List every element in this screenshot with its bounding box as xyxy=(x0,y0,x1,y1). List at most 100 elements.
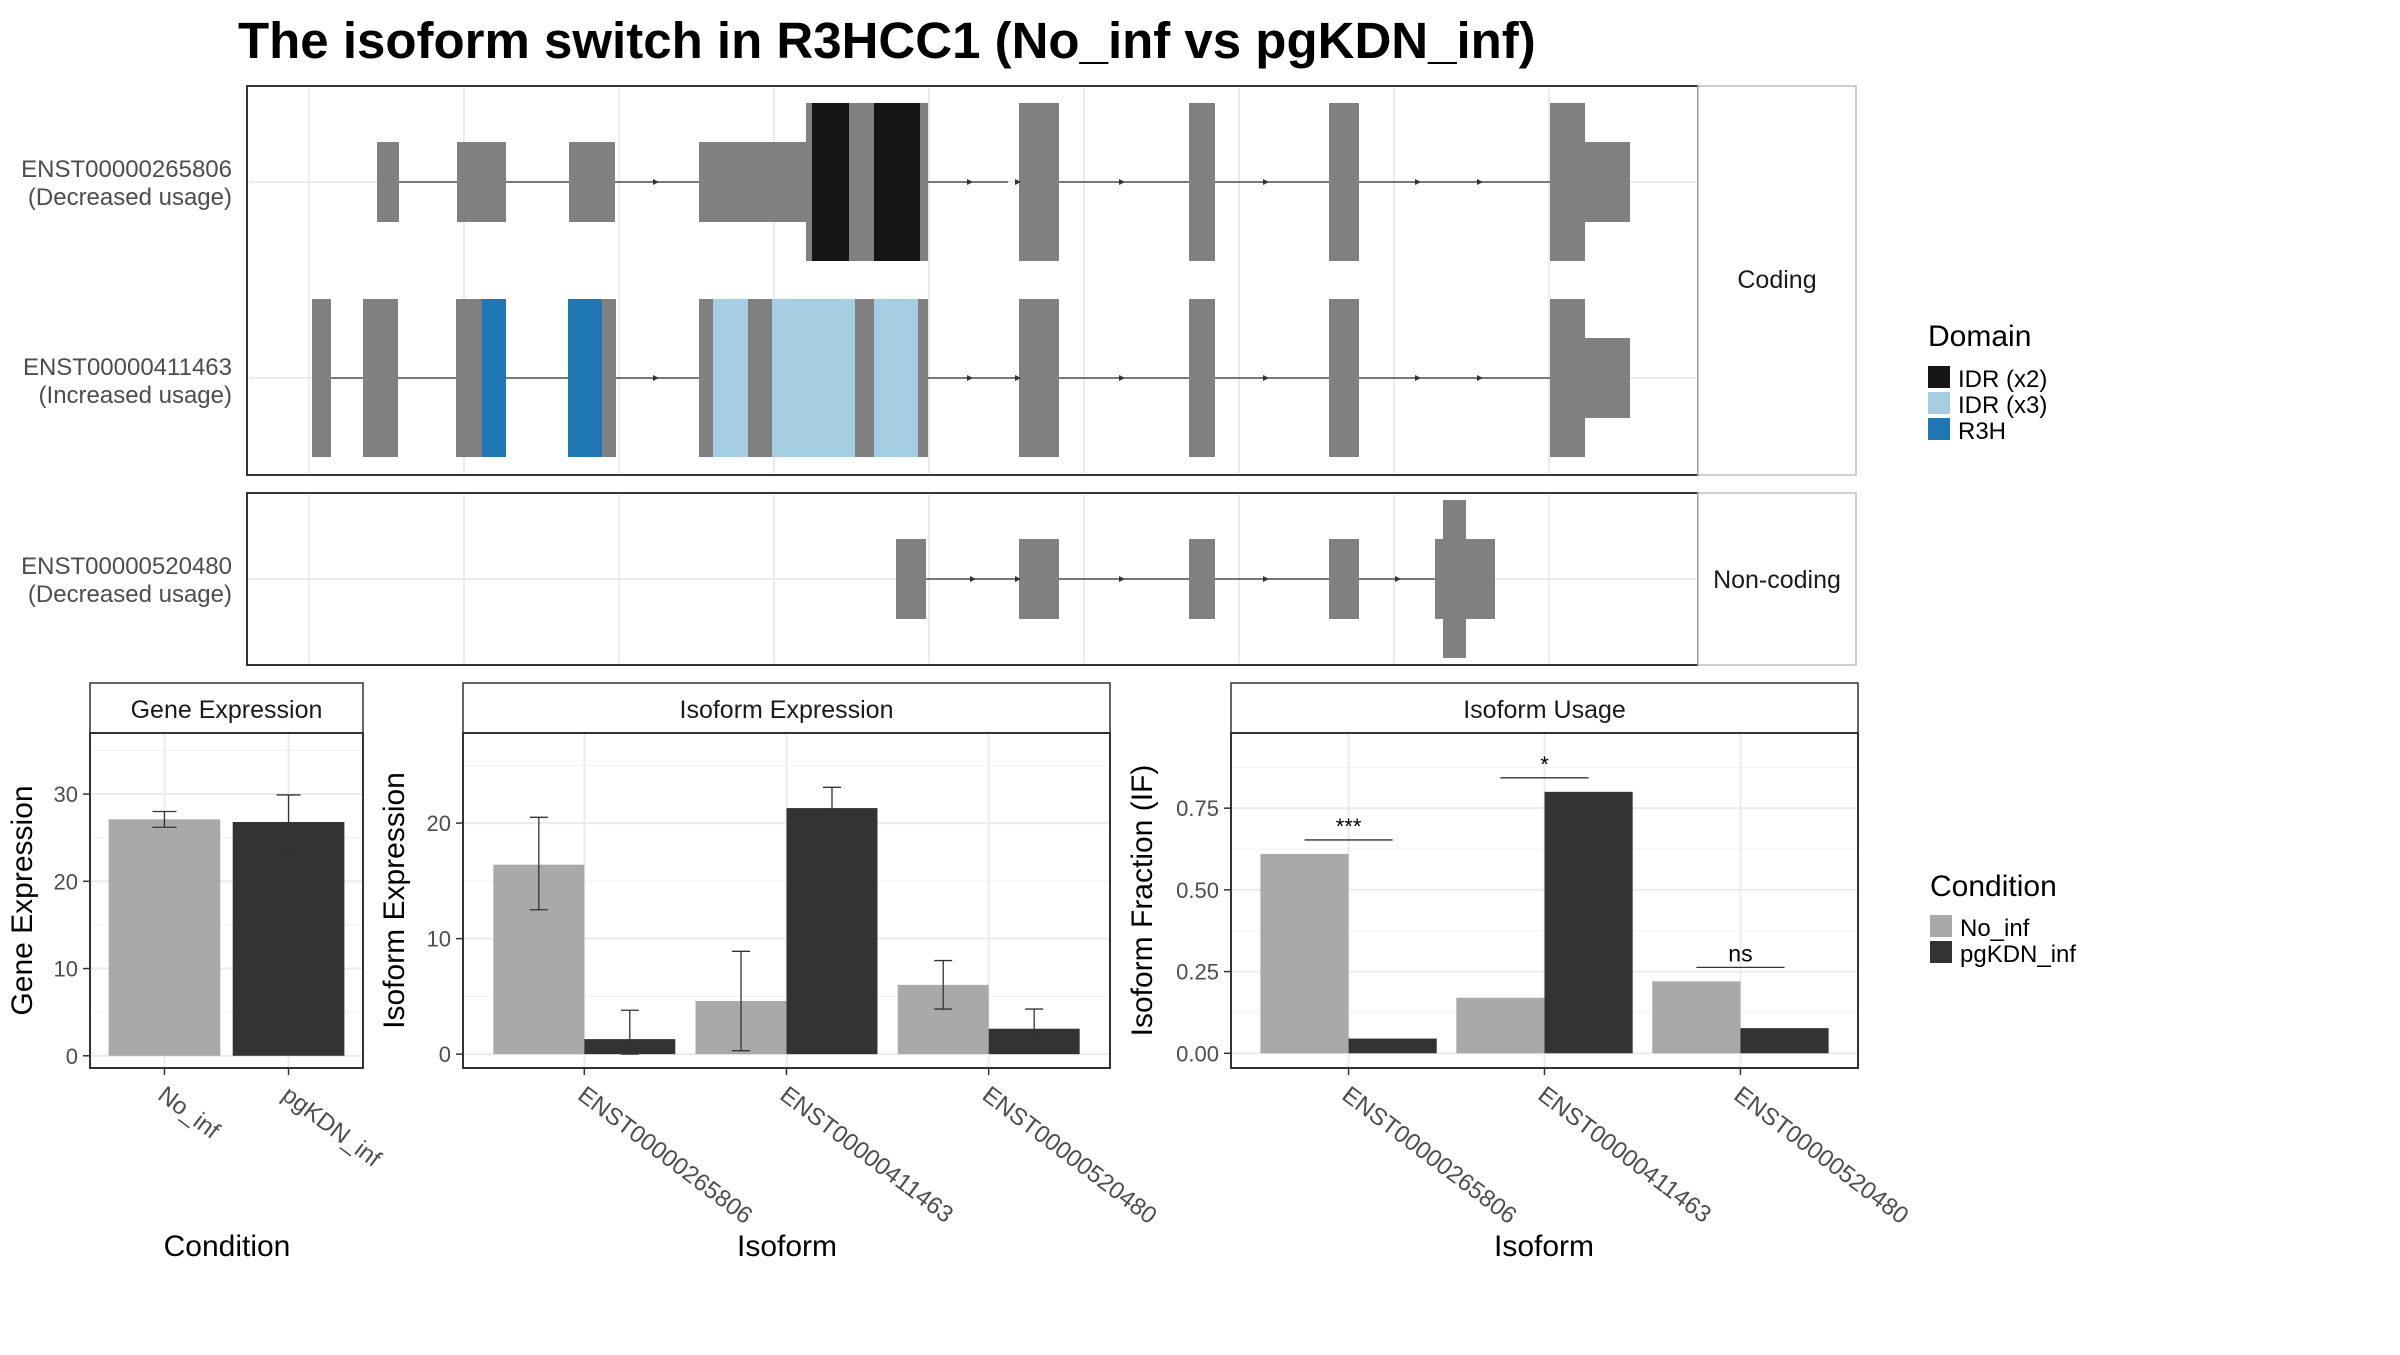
significance-label: ns xyxy=(1728,940,1752,966)
y-tick-label: 10 xyxy=(54,957,78,982)
chart-panel-2: Isoform Usage****ns0.000.250.500.75ENST0… xyxy=(1126,682,1914,1263)
isoform-label-id: ENST00000265806 xyxy=(21,156,232,183)
figure-title: The isoform switch in R3HCC1 (No_inf vs … xyxy=(238,12,1536,69)
y-tick-label: 20 xyxy=(427,811,451,836)
y-tick-label: 20 xyxy=(54,869,78,894)
direction-arrow xyxy=(1415,375,1421,381)
strip-label-coding: Coding xyxy=(1737,266,1816,294)
direction-arrow xyxy=(1015,179,1021,185)
utr-exon xyxy=(377,142,399,222)
legend-key-idr-x2 xyxy=(1928,366,1950,388)
x-axis-title: Isoform xyxy=(1494,1230,1594,1263)
domain-idr-x3 xyxy=(713,299,748,457)
direction-arrow xyxy=(1015,576,1021,582)
condition-legend: Condition No_inf pgKDN_inf xyxy=(1930,870,2076,968)
legend-key-idr-x3 xyxy=(1928,392,1950,414)
direction-arrow xyxy=(1477,375,1483,381)
significance-label: * xyxy=(1540,752,1549,777)
direction-arrow xyxy=(1263,375,1269,381)
direction-arrow xyxy=(1395,576,1401,582)
direction-arrow xyxy=(1015,375,1021,381)
x-tick-label: ENST00000411463 xyxy=(1533,1081,1716,1228)
bar xyxy=(1348,1038,1437,1054)
y-tick-label: 0.25 xyxy=(1176,960,1219,985)
legend-label: IDR (x2) xyxy=(1958,366,2047,393)
utr-exon xyxy=(1585,338,1630,418)
x-tick-label: ENST00000520480 xyxy=(977,1081,1162,1229)
direction-arrow xyxy=(967,179,973,185)
structure-strip-coding xyxy=(1697,85,1857,476)
direction-arrow xyxy=(1119,179,1125,185)
panel-strip-label: Isoform Expression xyxy=(680,696,894,724)
exon xyxy=(1189,539,1215,619)
bar xyxy=(1652,981,1741,1054)
legend-label: IDR (x3) xyxy=(1958,392,2047,419)
bar xyxy=(1456,997,1545,1054)
legend-key-no-inf xyxy=(1930,915,1952,937)
significance-label: *** xyxy=(1336,814,1362,839)
bar xyxy=(232,821,345,1056)
x-tick-label: ENST00000265806 xyxy=(573,1081,758,1229)
domain-idr-x3 xyxy=(772,299,855,457)
bar xyxy=(108,819,221,1056)
legend-key-r3h xyxy=(1928,418,1950,440)
x-tick-label: ENST00000265806 xyxy=(1337,1081,1522,1229)
x-tick-label: No_inf xyxy=(153,1081,225,1145)
y-tick-label: 0.00 xyxy=(1176,1041,1219,1066)
coding-exon xyxy=(1329,103,1359,261)
x-tick-label: pgKDN_inf xyxy=(277,1081,386,1173)
bar xyxy=(1260,853,1349,1054)
panel-strip-label: Gene Expression xyxy=(131,696,323,724)
coding-exon xyxy=(1019,299,1059,457)
coding-exon xyxy=(1189,103,1215,261)
x-axis-title: Condition xyxy=(164,1230,291,1263)
y-axis-title: Isoform Expression xyxy=(378,772,411,1029)
isoform-label-usage: (Increased usage) xyxy=(39,382,232,409)
strip-label-noncoding: Non-coding xyxy=(1713,566,1841,594)
y-tick-label: 0 xyxy=(439,1042,451,1067)
direction-arrow xyxy=(970,576,976,582)
coding-exon xyxy=(363,299,398,457)
panel-strip-label: Isoform Usage xyxy=(1463,696,1626,724)
direction-arrow xyxy=(1477,179,1483,185)
y-tick-label: 0.75 xyxy=(1176,796,1219,821)
legend-label: R3H xyxy=(1958,418,2006,445)
y-tick-label: 0 xyxy=(66,1044,78,1069)
y-tick-label: 10 xyxy=(427,927,451,952)
domain-r3h xyxy=(568,299,602,457)
structure-strip-noncoding xyxy=(1697,492,1857,666)
condition-legend-title: Condition xyxy=(1930,870,2057,903)
isoform-label-id: ENST00000411463 xyxy=(23,354,232,381)
coding-exon xyxy=(1019,103,1059,261)
exon xyxy=(896,539,926,619)
domain-legend-title: Domain xyxy=(1928,320,2031,353)
y-tick-label: 30 xyxy=(54,782,78,807)
utr-exon xyxy=(569,142,615,222)
domain-idr-x2 xyxy=(812,103,849,261)
y-axis-title: Isoform Fraction (IF) xyxy=(1126,765,1159,1037)
x-axis-title: Isoform xyxy=(737,1230,837,1263)
direction-arrow xyxy=(1119,375,1125,381)
domain-idr-x3 xyxy=(874,299,918,457)
domain-r3h xyxy=(482,299,506,457)
bar xyxy=(786,808,878,1055)
exon xyxy=(1329,539,1359,619)
x-tick-label: ENST00000520480 xyxy=(1729,1081,1914,1229)
panel-strip xyxy=(1230,682,1859,734)
bar xyxy=(1740,1028,1829,1054)
x-tick-label: ENST00000411463 xyxy=(775,1081,958,1228)
isoform-label-usage: (Decreased usage) xyxy=(28,581,232,608)
direction-arrow xyxy=(1263,179,1269,185)
direction-arrow xyxy=(1415,179,1421,185)
coding-exon xyxy=(1550,103,1585,261)
legend-label: pgKDN_inf xyxy=(1960,941,2076,968)
coding-exon xyxy=(312,299,331,457)
y-axis-title: Gene Expression xyxy=(6,785,39,1015)
isoform-label-id: ENST00000520480 xyxy=(21,553,232,580)
panel-strip xyxy=(89,682,364,734)
utr-exon xyxy=(699,142,806,222)
exon xyxy=(1443,500,1466,658)
